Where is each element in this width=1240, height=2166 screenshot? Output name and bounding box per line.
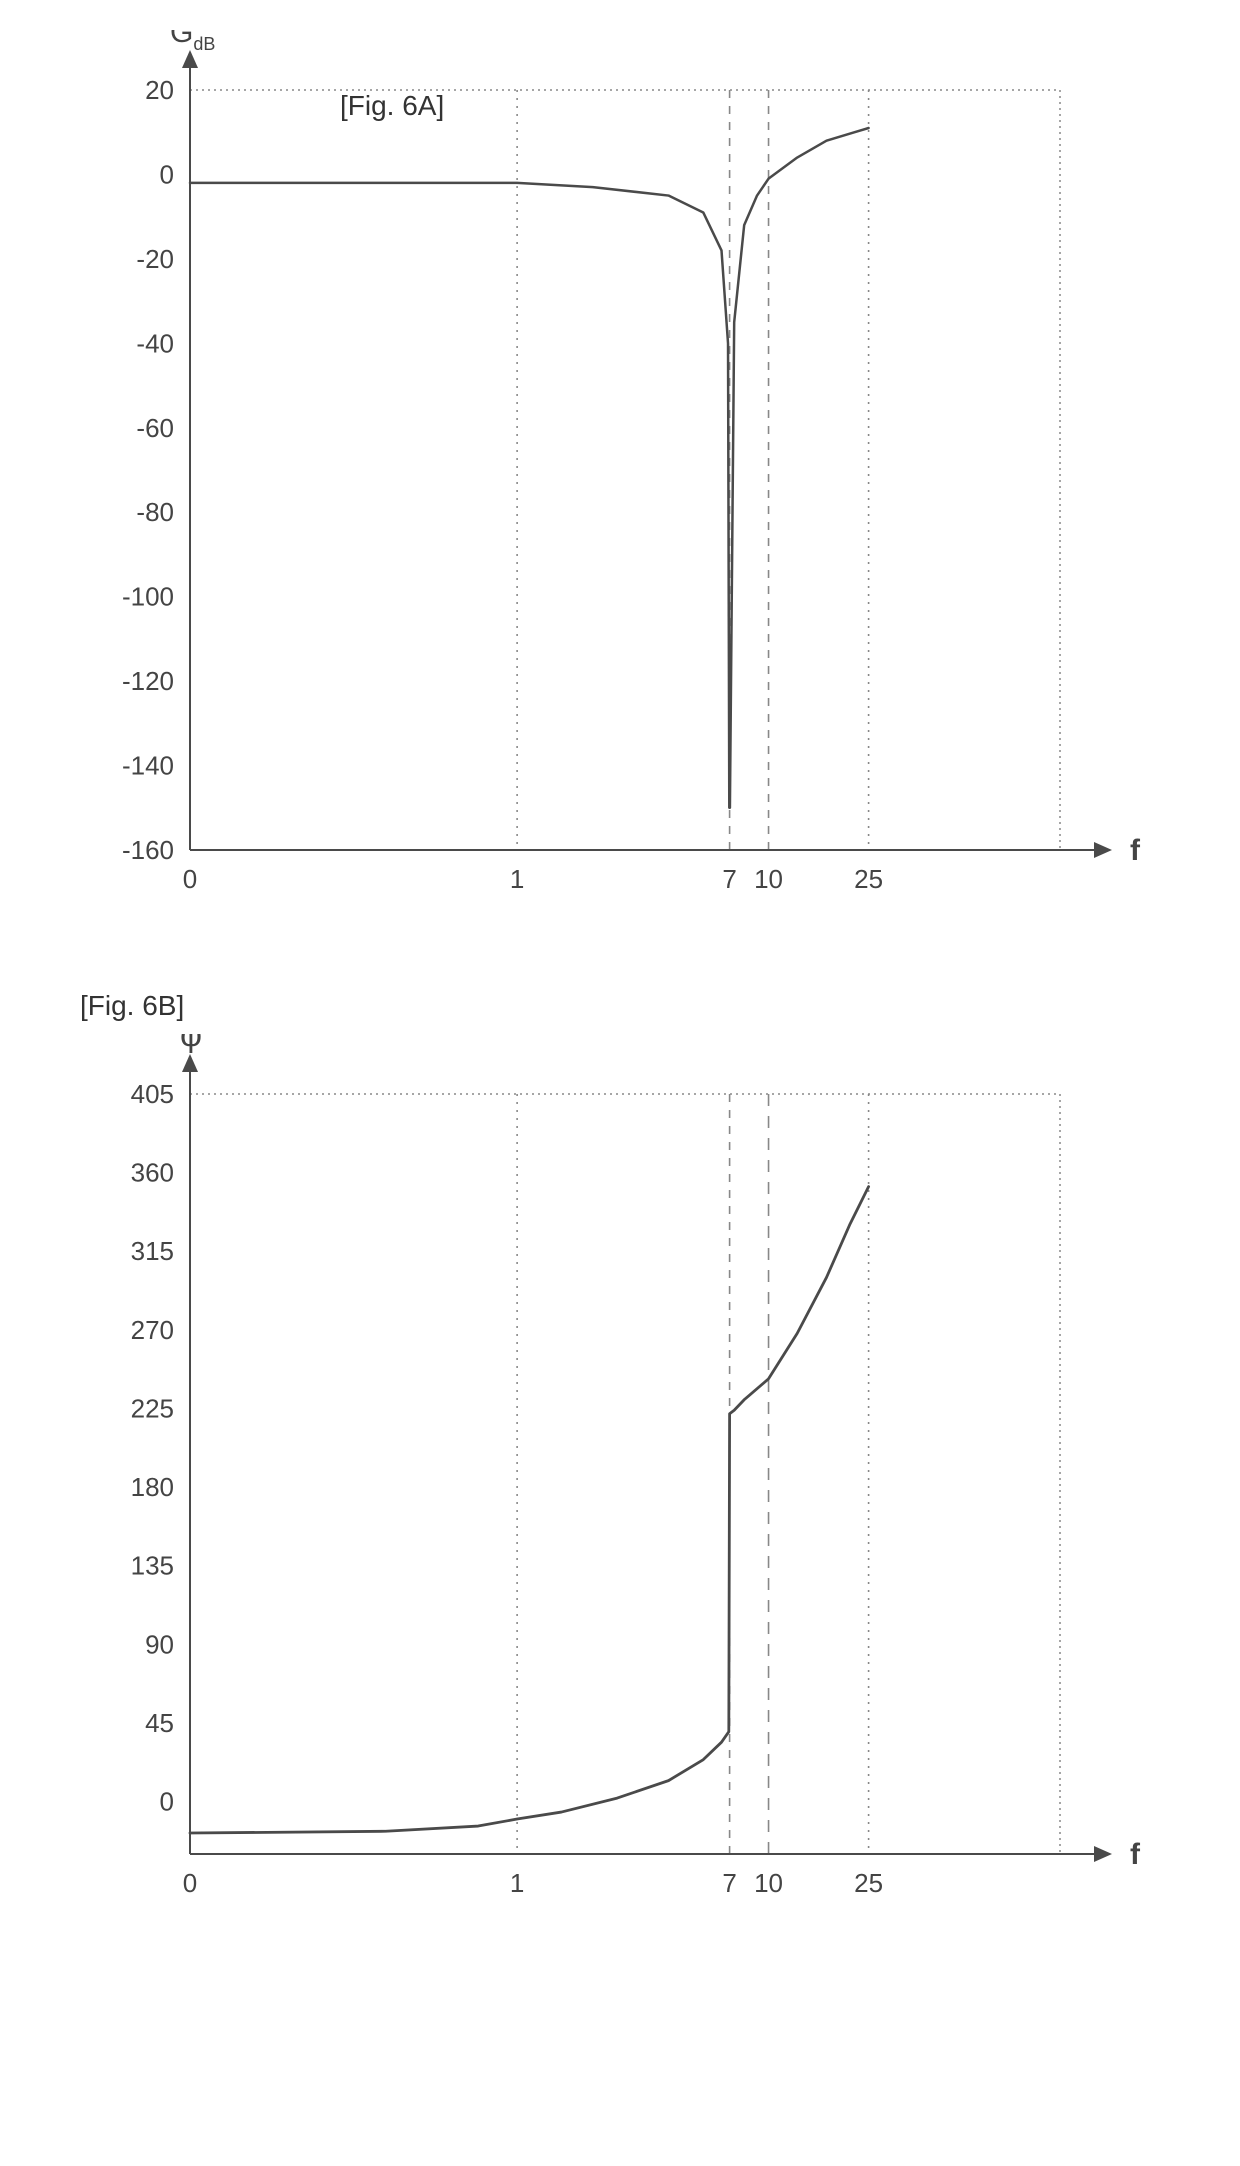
svg-text:45: 45 <box>145 1708 174 1738</box>
svg-text:0: 0 <box>183 1868 197 1898</box>
svg-text:-80: -80 <box>136 497 174 527</box>
svg-text:f: f <box>1130 1838 1141 1871</box>
svg-text:1: 1 <box>510 864 524 894</box>
svg-text:-20: -20 <box>136 244 174 274</box>
svg-text:1: 1 <box>510 1868 524 1898</box>
svg-text:0: 0 <box>160 1787 174 1817</box>
figure-6a-chart: 20 0 -20 -40 -60 -80 -100 -120 -140 -160 0 1 7 10 25 Gd… <box>40 30 1190 930</box>
figure-6a-container: [Fig. 6A] 20 0 -20 -40 -60 -80 -100 -120 -140 -16… <box>40 30 1200 930</box>
svg-text:-60: -60 <box>136 413 174 443</box>
svg-text:10: 10 <box>754 1868 783 1898</box>
figure-6b-label: [Fig. 6B] <box>80 990 1200 1022</box>
svg-text:GdB: GdB <box>170 30 215 54</box>
figure-6b-container: 405 360 315 270 225 180 135 90 45 0 0 1 7 10 25 φ f <box>40 1034 1200 1934</box>
svg-text:7: 7 <box>722 1868 736 1898</box>
svg-text:-120: -120 <box>122 666 174 696</box>
svg-text:-40: -40 <box>136 328 174 358</box>
svg-text:25: 25 <box>854 864 883 894</box>
page: [Fig. 6A] 20 0 -20 -40 -60 -80 -100 -120 -140 -16… <box>0 0 1240 2054</box>
svg-text:90: 90 <box>145 1629 174 1659</box>
svg-text:180: 180 <box>131 1472 174 1502</box>
svg-text:315: 315 <box>131 1236 174 1266</box>
svg-text:-160: -160 <box>122 835 174 865</box>
svg-text:φ: φ <box>180 1034 202 1054</box>
svg-text:7: 7 <box>722 864 736 894</box>
svg-text:0: 0 <box>183 864 197 894</box>
figure-6b-chart: 405 360 315 270 225 180 135 90 45 0 0 1 7 10 25 φ f <box>40 1034 1190 1934</box>
svg-text:270: 270 <box>131 1315 174 1345</box>
svg-text:135: 135 <box>131 1551 174 1581</box>
svg-text:10: 10 <box>754 864 783 894</box>
svg-text:0: 0 <box>160 159 174 189</box>
svg-text:25: 25 <box>854 1868 883 1898</box>
svg-text:-100: -100 <box>122 582 174 612</box>
svg-text:f: f <box>1130 834 1141 867</box>
figure-6a-label: [Fig. 6A] <box>340 90 444 122</box>
svg-text:225: 225 <box>131 1393 174 1423</box>
svg-text:20: 20 <box>145 75 174 105</box>
svg-text:360: 360 <box>131 1158 174 1188</box>
svg-text:-140: -140 <box>122 751 174 781</box>
svg-text:405: 405 <box>131 1079 174 1109</box>
